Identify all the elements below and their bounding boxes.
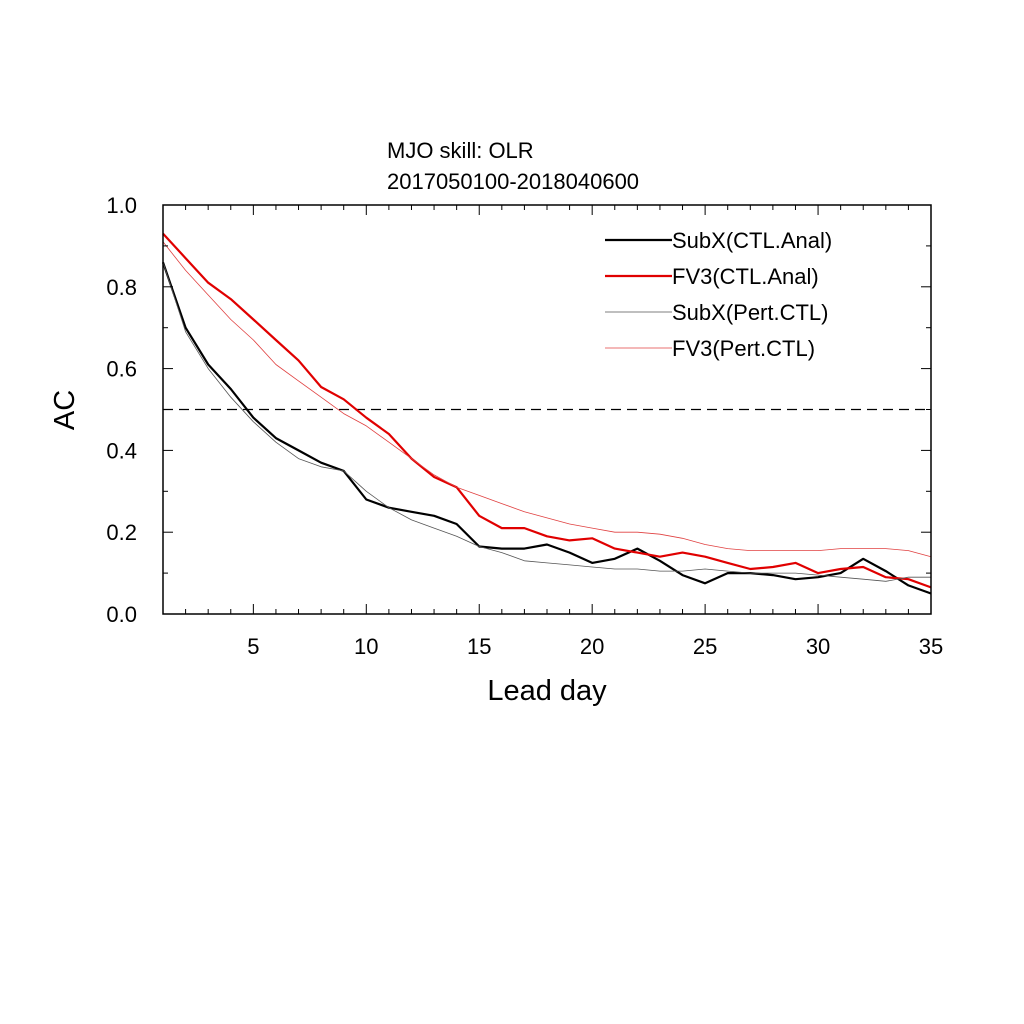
plot-frame — [162, 204, 932, 615]
x-tick-label: 25 — [693, 634, 717, 659]
legend-label-4: FV3(Pert.CTL) — [672, 336, 815, 361]
series-line-2 — [162, 232, 932, 589]
series-line-4 — [162, 241, 932, 558]
legend-label-3: SubX(Pert.CTL) — [672, 300, 829, 325]
x-tick-label: 20 — [580, 634, 604, 659]
y-tick-label: 0.4 — [106, 438, 137, 463]
x-tick-label: 15 — [467, 634, 491, 659]
y-tick-label: 0.8 — [106, 275, 137, 300]
x-tick-labels: 5 10 15 20 25 30 35 — [247, 634, 943, 659]
x-tick-label: 10 — [354, 634, 378, 659]
x-tick-label: 35 — [919, 634, 943, 659]
x-axis-label: Lead day — [487, 675, 607, 707]
chart-subtitle: 2017050100-2018040600 — [387, 169, 639, 194]
chart-title: MJO skill: OLR — [387, 138, 534, 163]
series-line-3 — [162, 262, 931, 582]
x-tick-label: 30 — [806, 634, 830, 659]
series-layer — [161, 232, 932, 595]
legend-label-2: FV3(CTL.Anal) — [672, 264, 819, 289]
legend: SubX(CTL.Anal) FV3(CTL.Anal) SubX(Pert.CTL… — [605, 228, 832, 361]
y-tick-labels: 0.0 0.2 0.4 0.6 0.8 1.0 — [106, 193, 137, 627]
y-tick-label: 0.2 — [106, 520, 137, 545]
y-tick-label: 0.0 — [106, 602, 137, 627]
y-axis-label: AC — [49, 390, 81, 430]
series-line-1 — [161, 261, 932, 595]
y-tick-label: 1.0 — [106, 193, 137, 218]
legend-label-1: SubX(CTL.Anal) — [672, 228, 832, 253]
y-tick-label: 0.6 — [106, 357, 137, 382]
x-tick-label: 5 — [247, 634, 259, 659]
